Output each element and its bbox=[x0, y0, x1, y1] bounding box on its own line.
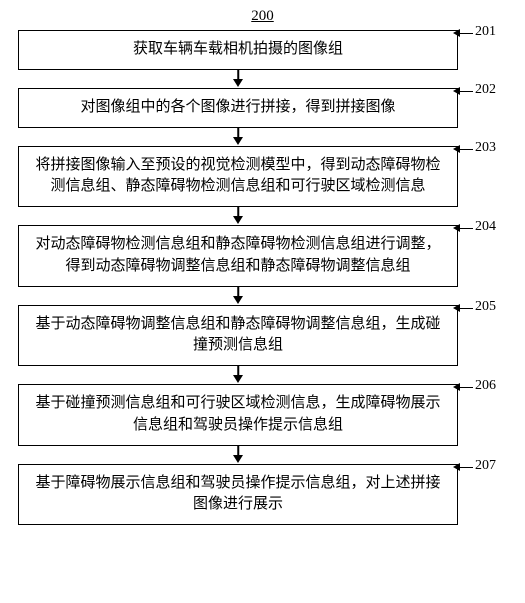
arrow-down-icon bbox=[18, 128, 458, 146]
step-number-label: 202 bbox=[475, 82, 496, 98]
step-box: 基于动态障碍物调整信息组和静态障碍物调整信息组，生成碰撞预测信息组 bbox=[18, 305, 458, 367]
step-box: 对图像组中的各个图像进行拼接，得到拼接图像 bbox=[18, 88, 458, 128]
step-box: 将拼接图像输入至预设的视觉检测模型中，得到动态障碍物检测信息组、静态障碍物检测信… bbox=[18, 146, 458, 208]
diagram-title: 200 bbox=[251, 8, 274, 25]
arrow-down-icon bbox=[18, 366, 458, 384]
flow-step: 对动态障碍物检测信息组和静态障碍物检测信息组进行调整，得到动态障碍物调整信息组和… bbox=[18, 225, 458, 287]
step-number-label: 205 bbox=[475, 299, 496, 315]
step-number-label: 201 bbox=[475, 24, 496, 40]
arrow-down-icon bbox=[18, 287, 458, 305]
step-box: 获取车辆车载相机拍摄的图像组 bbox=[18, 30, 458, 70]
flow-step: 对图像组中的各个图像进行拼接，得到拼接图像202 bbox=[18, 88, 458, 128]
flow-step: 基于碰撞预测信息组和可行驶区域检测信息，生成障碍物展示信息组和驾驶员操作提示信息… bbox=[18, 384, 458, 446]
step-number-label: 206 bbox=[475, 378, 496, 394]
arrow-down-icon bbox=[18, 70, 458, 88]
flow-step: 将拼接图像输入至预设的视觉检测模型中，得到动态障碍物检测信息组、静态障碍物检测信… bbox=[18, 146, 458, 208]
step-box: 基于碰撞预测信息组和可行驶区域检测信息，生成障碍物展示信息组和驾驶员操作提示信息… bbox=[18, 384, 458, 446]
step-number-label: 204 bbox=[475, 219, 496, 235]
step-number-label: 207 bbox=[475, 458, 496, 474]
step-box: 基于障碍物展示信息组和驾驶员操作提示信息组，对上述拼接图像进行展示 bbox=[18, 464, 458, 526]
arrow-down-icon bbox=[18, 207, 458, 225]
flow-container: 获取车辆车载相机拍摄的图像组201 对图像组中的各个图像进行拼接，得到拼接图像20… bbox=[18, 30, 458, 525]
flow-step: 基于动态障碍物调整信息组和静态障碍物调整信息组，生成碰撞预测信息组205 bbox=[18, 305, 458, 367]
arrow-down-icon bbox=[18, 446, 458, 464]
flowchart-diagram: 200 获取车辆车载相机拍摄的图像组201对图像组中的各个图像进行拼接，得到拼接… bbox=[0, 0, 525, 603]
step-box: 对动态障碍物检测信息组和静态障碍物检测信息组进行调整，得到动态障碍物调整信息组和… bbox=[18, 225, 458, 287]
flow-step: 基于障碍物展示信息组和驾驶员操作提示信息组，对上述拼接图像进行展示207 bbox=[18, 464, 458, 526]
flow-step: 获取车辆车载相机拍摄的图像组201 bbox=[18, 30, 458, 70]
step-number-label: 203 bbox=[475, 140, 496, 156]
